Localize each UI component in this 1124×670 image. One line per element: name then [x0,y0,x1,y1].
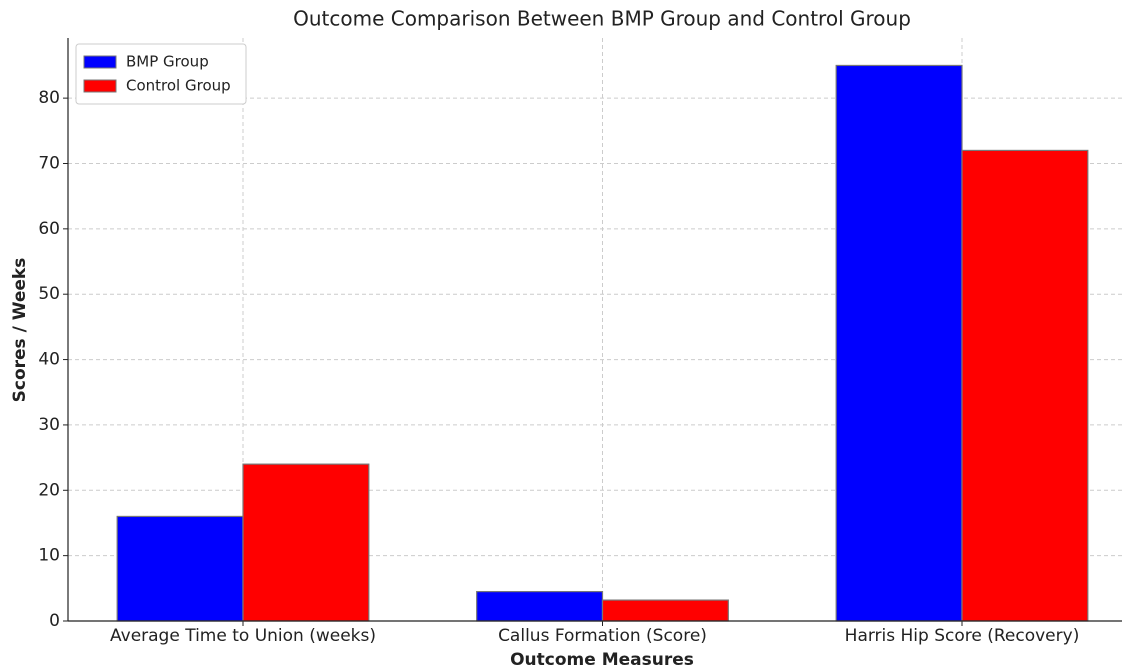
x-tick-label: Average Time to Union (weeks) [110,626,376,646]
bar [476,590,604,622]
y-tick-label: 20 [38,480,60,500]
bar [242,463,370,622]
legend-box [75,43,247,105]
x-tick-label: Callus Formation (Score) [498,626,707,646]
y-tick-label: 0 [49,611,60,631]
legend-swatch [83,79,117,93]
legend-label: BMP Group [126,53,209,71]
y-tick-label: 10 [38,546,60,566]
y-tick-label: 30 [38,415,60,435]
bar [835,64,963,622]
y-tick-label: 40 [38,350,60,370]
bar [116,515,244,622]
chart-title: Outcome Comparison Between BMP Group and… [293,7,911,31]
legend: BMP Group Control Group [75,43,247,105]
legend-label: Control Group [126,77,231,95]
legend-swatch [83,55,117,69]
y-tick-label: 60 [38,219,60,239]
x-axis-label: Outcome Measures [510,650,694,670]
bar [961,149,1089,622]
y-axis-label: Scores / Weeks [10,258,30,403]
y-tick-label: 70 [38,153,60,173]
bar [601,599,729,622]
y-tick-label: 50 [38,284,60,304]
x-tick-label: Harris Hip Score (Recovery) [845,626,1080,646]
y-tick-label: 80 [38,88,60,108]
